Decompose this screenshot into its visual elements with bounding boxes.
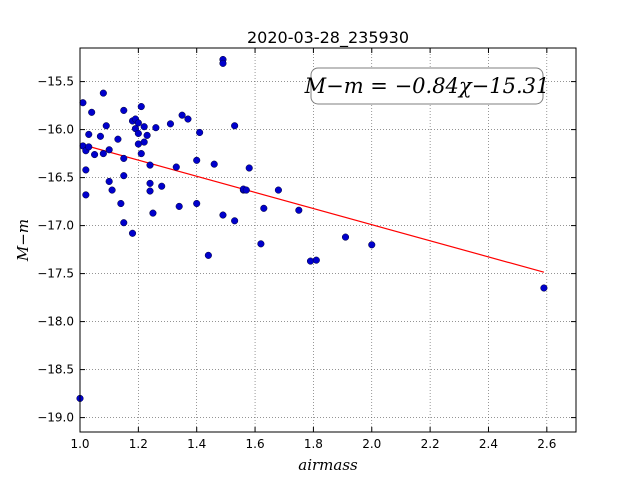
data-point [137,150,145,158]
data-point [178,111,186,119]
data-point [295,206,303,214]
data-point [172,163,180,171]
data-point [128,229,137,237]
data-point [85,130,93,138]
data-point [175,202,183,210]
y-tick-label: −19.0 [37,411,74,425]
data-points [76,55,548,402]
x-tick-label: 2.0 [362,437,381,451]
data-point [204,251,212,259]
y-tick-label: −18.0 [37,315,74,329]
y-tick-label: −16.0 [37,123,74,137]
data-point [99,89,107,97]
data-point [146,161,154,169]
data-point [137,103,145,111]
data-point [105,177,113,185]
fit-line-group [79,143,545,273]
x-tick-label: 2.6 [537,437,556,451]
data-point [540,284,548,292]
data-point [166,120,174,128]
data-point [91,151,99,159]
data-point [82,191,90,199]
chart-title: 2020-03-28_235930 [247,28,409,48]
data-point [88,108,96,116]
fit-equation: M−m = −0.84χ−15.31 [304,74,550,98]
data-point [341,233,350,241]
data-point [158,182,166,190]
y-tick-label: −16.5 [37,171,74,185]
data-point [193,156,201,164]
data-point [79,99,87,107]
fit-line [79,143,545,273]
data-point [108,186,116,194]
x-tick-label: 2.2 [421,437,440,451]
data-point [306,257,315,265]
data-point [120,219,128,227]
data-point [245,164,253,172]
x-tick-label: 1.0 [70,437,89,451]
data-point [196,128,204,137]
plot-frame [79,47,577,433]
y-tick-label: −17.0 [37,219,74,233]
y-tick-label: −15.5 [37,75,74,89]
data-point [152,124,160,132]
data-point [146,187,154,195]
data-point [117,199,125,208]
y-tick-label: −18.5 [37,363,74,377]
data-point [134,119,142,127]
data-point [120,154,128,162]
data-point [242,186,250,194]
axis-ticks: 1.0 1.2 1.4 1.6 1.8 2.0 2.2 2.4 2.6 −15.5 −16.0 −16… [37,48,576,451]
data-point [184,115,192,123]
data-point [231,217,239,225]
data-point [231,122,239,130]
data-point [257,240,265,248]
data-point [96,132,104,140]
x-tick-label: 1.6 [246,437,265,451]
data-point [102,122,110,130]
data-point [193,199,201,208]
data-point [85,143,93,151]
x-tick-label: 1.4 [187,437,206,451]
data-point [143,131,151,139]
data-point [105,146,113,154]
data-point [210,160,218,168]
fit-annotation: M−m = −0.84χ−15.31 [304,67,550,105]
data-point [99,150,107,158]
data-point [114,135,122,143]
data-point [219,59,227,67]
annotation-box [310,67,544,105]
x-tick-label: 1.8 [304,437,323,451]
x-tick-label: 2.4 [479,437,498,451]
y-tick-label: −17.5 [37,267,74,281]
data-point [219,211,227,219]
data-point [260,204,268,212]
data-point [134,129,142,137]
data-point [120,172,128,180]
data-point [120,106,128,114]
data-point [274,186,282,194]
data-point [140,138,148,146]
data-point [82,166,90,174]
x-axis-label: airmass [298,456,358,474]
data-point [368,241,376,249]
y-axis-label: M−m [14,219,32,262]
x-tick-label: 1.2 [129,437,148,451]
data-point [140,123,148,131]
data-point [312,256,320,264]
data-point [149,209,157,217]
data-point [146,179,154,187]
